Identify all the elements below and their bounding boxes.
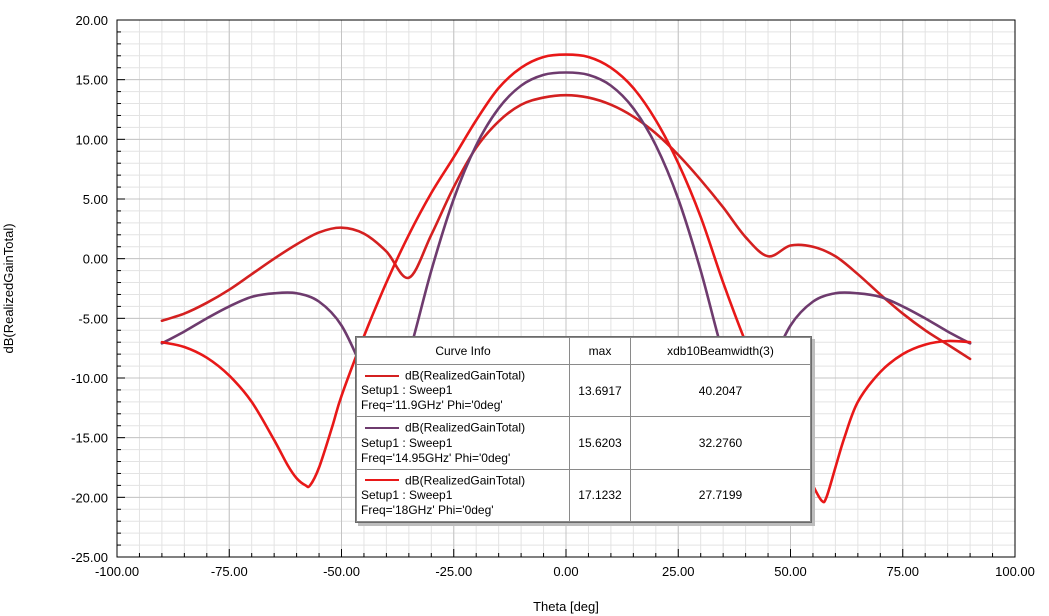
y-tick-label: -5.00 [78,311,108,326]
curve-beamwidth-value: 32.2760 [630,416,811,470]
curve-description: dB(RealizedGainTotal) Setup1 : Sweep1 Fr… [356,416,570,470]
curve-freq: Freq='18GHz' Phi='0deg' [361,502,494,517]
curve-setup: Setup1 : Sweep1 [361,435,453,450]
y-axis-title: dB(RealizedGainTotal) [1,223,16,353]
header-curve-info: Curve Info [356,337,570,365]
curve-freq: Freq='11.9GHz' Phi='0deg' [361,398,503,413]
x-tick-label: 50.00 [774,564,807,579]
series-line-2 [160,71,972,422]
curve-description: dB(RealizedGainTotal) Setup1 : Sweep1 Fr… [356,363,570,418]
curve-info-row[interactable]: dB(RealizedGainTotal) Setup1 : Sweep1 Fr… [356,416,811,470]
curve-info-row[interactable]: dB(RealizedGainTotal) Setup1 : Sweep1 Fr… [356,363,811,418]
legend-swatch [365,374,399,377]
curve-max-value: 17.1232 [569,468,631,522]
x-tick-label: -50.00 [323,564,360,579]
tick-labels: -100.00 -75.00 -50.00 -25.00 0.00 25.00 50.00 7… [71,13,1035,579]
curve-description: dB(RealizedGainTotal) Setup1 : Sweep1 Fr… [356,468,570,522]
x-tick-label: -75.00 [211,564,248,579]
header-max: max [569,337,631,365]
y-tick-label: 15.00 [75,73,108,88]
y-tick-label: 5.00 [83,192,108,207]
series-line-1 [160,93,972,361]
curve-info-header-row: Curve Info max xdb10Beamwidth(3) [356,337,811,365]
curve-setup: Setup1 : Sweep1 [361,383,453,398]
curve-freq: Freq='14.95GHz' Phi='0deg' [361,450,511,465]
x-tick-label: 100.00 [995,564,1035,579]
y-tick-label: 0.00 [83,252,108,267]
curve-max-value: 15.6203 [569,416,631,470]
x-tick-label: 0.00 [553,564,578,579]
x-tick-label: -25.00 [435,564,472,579]
curve-info-row[interactable]: dB(RealizedGainTotal) Setup1 : Sweep1 Fr… [356,468,811,522]
y-tick-label: -15.00 [71,431,108,446]
curve-info-table[interactable]: Curve Info max xdb10Beamwidth(3) dB(Real… [355,336,812,523]
curve-beamwidth-value: 27.7199 [630,468,811,522]
header-beamwidth: xdb10Beamwidth(3) [630,337,811,365]
legend-label: dB(RealizedGainTotal) [405,420,526,435]
series-layer [160,53,972,504]
legend-label: dB(RealizedGainTotal) [405,472,526,487]
x-axis-title: Theta [deg] [533,599,599,614]
x-tick-label: 25.00 [662,564,695,579]
y-tick-label: 10.00 [75,132,108,147]
legend-swatch [365,427,399,430]
curve-beamwidth-value: 40.2047 [630,363,811,418]
y-tick-label: 20.00 [75,13,108,28]
curve-setup: Setup1 : Sweep1 [361,487,453,502]
tick-marks [116,19,1016,558]
legend-label: dB(RealizedGainTotal) [405,368,526,383]
legend-swatch [365,479,399,482]
x-tick-label: 75.00 [886,564,919,579]
y-tick-label: -10.00 [71,371,108,386]
y-tick-label: -25.00 [71,550,108,565]
series-line-3 [160,53,972,504]
y-tick-label: -20.00 [71,490,108,505]
x-tick-label: -100.00 [95,564,139,579]
curve-max-value: 13.6917 [569,363,631,418]
